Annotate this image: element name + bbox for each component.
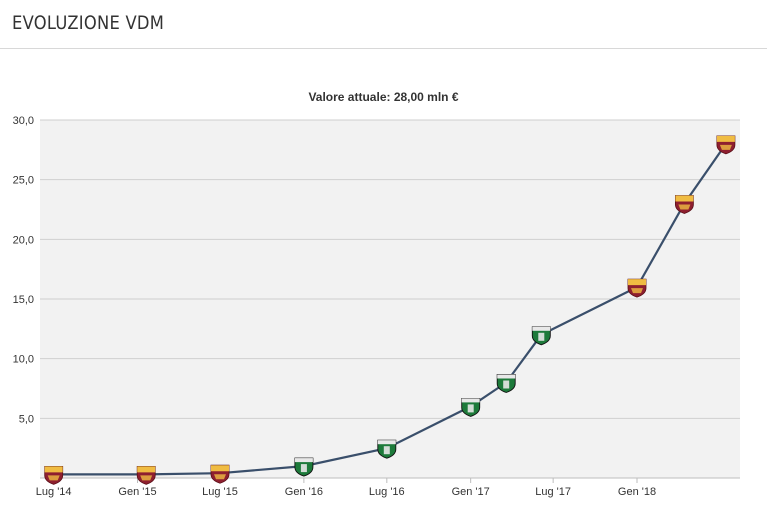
roma-crest-icon[interactable]	[675, 195, 694, 214]
sassuolo-crest-icon[interactable]	[496, 374, 516, 393]
x-tick-label: Gen '15	[118, 486, 156, 498]
chart-subtitle: Valore attuale: 28,00 mln €	[308, 90, 459, 104]
x-tick-label: Lug '16	[369, 486, 405, 498]
x-tick-label: Lug '17	[535, 486, 571, 498]
roma-crest-icon[interactable]	[210, 464, 230, 484]
x-tick-label: Gen '18	[618, 486, 656, 498]
markers	[44, 135, 736, 485]
y-tick-label: 10,0	[13, 354, 34, 366]
roma-crest-icon[interactable]	[627, 278, 647, 298]
x-axis: Lug '14 Gen '15 Lug '15 Gen '16 Lug '16 Gen '…	[36, 478, 656, 498]
panel-header: EVOLUZIONE VDM	[0, 0, 767, 49]
y-tick-label: 30,0	[13, 115, 34, 127]
x-tick-label: Lug '15	[202, 486, 238, 498]
y-tick-label: 5,0	[19, 413, 34, 425]
sassuolo-crest-icon[interactable]	[377, 439, 397, 459]
x-tick-label: Gen '16	[285, 486, 323, 498]
roma-crest-icon[interactable]	[716, 135, 736, 155]
y-tick-label: 15,0	[13, 294, 34, 306]
roma-crest-icon[interactable]	[44, 465, 64, 485]
y-tick-label: 20,0	[13, 234, 34, 246]
panel-title: EVOLUZIONE VDM	[12, 12, 165, 34]
sassuolo-crest-icon[interactable]	[294, 457, 314, 477]
sassuolo-crest-icon[interactable]	[531, 326, 551, 346]
x-tick-label: Lug '14	[36, 486, 72, 498]
sassuolo-crest-icon[interactable]	[461, 397, 481, 417]
x-tick-label: Gen '17	[452, 486, 490, 498]
y-tick-label: 25,0	[13, 175, 34, 187]
y-axis: 5,0 10,0 15,0 20,0 25,0 30,0	[13, 115, 34, 425]
roma-crest-icon[interactable]	[136, 465, 156, 485]
grid-lines	[40, 119, 740, 479]
